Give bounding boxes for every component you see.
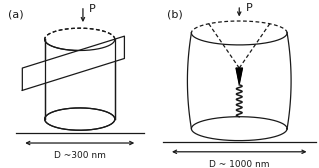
Text: P: P [89,4,96,14]
Polygon shape [22,36,124,90]
Text: (a): (a) [8,9,24,19]
Text: D ~300 nm: D ~300 nm [54,151,106,160]
Polygon shape [236,68,242,84]
Text: D ~ 1000 nm: D ~ 1000 nm [209,160,270,168]
Text: P: P [246,4,252,13]
Text: (b): (b) [167,9,183,19]
